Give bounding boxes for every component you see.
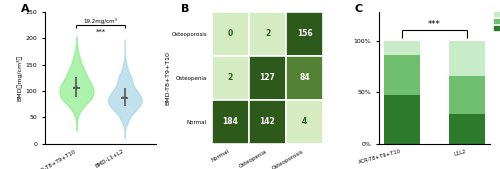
- Text: 184: 184: [222, 117, 238, 126]
- Y-axis label: BMD（mg/cm³）: BMD（mg/cm³）: [17, 55, 23, 101]
- Text: 2: 2: [265, 29, 270, 38]
- Bar: [286, 100, 323, 144]
- Bar: [384, 95, 420, 144]
- Text: 4: 4: [302, 117, 307, 126]
- Text: C: C: [354, 4, 362, 14]
- Bar: [286, 56, 323, 100]
- Text: 127: 127: [260, 73, 276, 82]
- Text: B: B: [180, 4, 189, 14]
- Text: 142: 142: [260, 117, 276, 126]
- Bar: [212, 100, 249, 144]
- Bar: [286, 12, 323, 56]
- Bar: [212, 56, 249, 100]
- Bar: [449, 114, 485, 144]
- Legend: Osteoporosis, Osteopenia, Normal: Osteoporosis, Osteopenia, Normal: [494, 12, 500, 31]
- Bar: [384, 41, 420, 55]
- Text: 19.2mg/cm³: 19.2mg/cm³: [84, 18, 117, 24]
- Bar: [249, 56, 286, 100]
- Bar: [449, 41, 485, 76]
- Bar: [249, 12, 286, 56]
- Text: ***: ***: [96, 29, 106, 35]
- Bar: [212, 12, 249, 56]
- Text: 156: 156: [297, 29, 312, 38]
- Text: 84: 84: [300, 73, 310, 82]
- Text: ***: ***: [428, 20, 441, 29]
- Y-axis label: BMD-T8+T9+T10: BMD-T8+T9+T10: [165, 51, 170, 105]
- Bar: [449, 76, 485, 114]
- Text: A: A: [20, 4, 29, 14]
- Text: 0: 0: [228, 29, 233, 38]
- Bar: [249, 100, 286, 144]
- Bar: [384, 55, 420, 95]
- Text: 2: 2: [228, 73, 233, 82]
